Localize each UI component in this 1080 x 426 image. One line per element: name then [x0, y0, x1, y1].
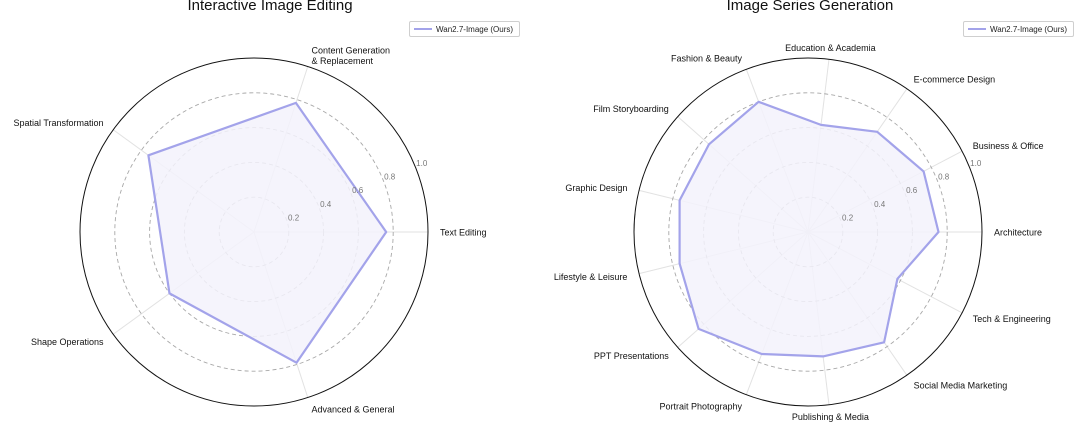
- category-label: Education & Academia: [785, 43, 876, 53]
- radial-tick-label: 0.2: [842, 213, 854, 222]
- category-label: Tech & Engineering: [973, 314, 1051, 324]
- radial-tick-label: 0.8: [384, 173, 396, 182]
- category-label: Portrait Photography: [659, 401, 742, 411]
- category-label: Advanced & General: [311, 404, 394, 414]
- grid-ring: [668, 92, 948, 372]
- category-label: E-commerce Design: [914, 74, 996, 84]
- grid-ring: [114, 92, 394, 372]
- category-label: Publishing & Media: [792, 412, 869, 422]
- outer-ring: [79, 57, 429, 407]
- radial-tick-label: 0.6: [352, 186, 364, 195]
- chart-title: Interactive Image Editing: [187, 0, 353, 14]
- category-label: Content Generation & Replacement: [311, 45, 390, 65]
- category-label: Shape Operations: [31, 337, 104, 347]
- legend: Wan2.7-Image (Ours): [409, 21, 521, 37]
- radar-plot: 0.2 0.4 0.6 0.8 1.0 Text Editing Content Gener…: [13, 45, 487, 414]
- category-label: PPT Presentations: [594, 351, 669, 361]
- category-label: Fashion & Beauty: [671, 54, 743, 64]
- radar-plot: 0.2 0.4 0.6 0.8 1.0 Architecture Business & Of…: [554, 43, 1051, 422]
- legend-label: Wan2.7-Image (Ours): [990, 24, 1068, 34]
- radial-tick-label: 1.0: [416, 159, 428, 168]
- category-label: Lifestyle & Leisure: [554, 272, 628, 282]
- radial-tick-label: 0.4: [874, 200, 886, 209]
- chart-title: Image Series Generation: [726, 0, 894, 14]
- legend: Wan2.7-Image (Ours): [963, 21, 1075, 37]
- outer-ring: [633, 57, 983, 407]
- category-label: Social Media Marketing: [914, 381, 1008, 391]
- radial-tick-label: 0.6: [906, 186, 918, 195]
- category-label: Architecture: [994, 228, 1042, 238]
- category-label: Film Storyboarding: [593, 104, 669, 114]
- radial-tick-label: 0.8: [938, 173, 950, 182]
- radial-tick-label: 0.2: [288, 213, 300, 222]
- legend-swatch: [414, 28, 432, 30]
- legend-label: Wan2.7-Image (Ours): [436, 24, 514, 34]
- series-polygon: [678, 100, 940, 358]
- radar-chart-interactive-editing: Interactive Image Editing Wan2.7-Image (…: [13, 0, 521, 414]
- category-label: Text Editing: [440, 228, 487, 238]
- category-label: Business & Office: [973, 141, 1044, 151]
- legend-swatch: [968, 28, 986, 30]
- category-label: Spatial Transformation: [13, 118, 103, 128]
- radial-tick-label: 1.0: [970, 159, 982, 168]
- series-polygon: [147, 101, 388, 364]
- radar-chart-series-generation: Image Series Generation Wan2.7-Image (Ou…: [540, 0, 1080, 426]
- category-label: Graphic Design: [565, 183, 627, 193]
- radial-tick-label: 0.4: [320, 200, 332, 209]
